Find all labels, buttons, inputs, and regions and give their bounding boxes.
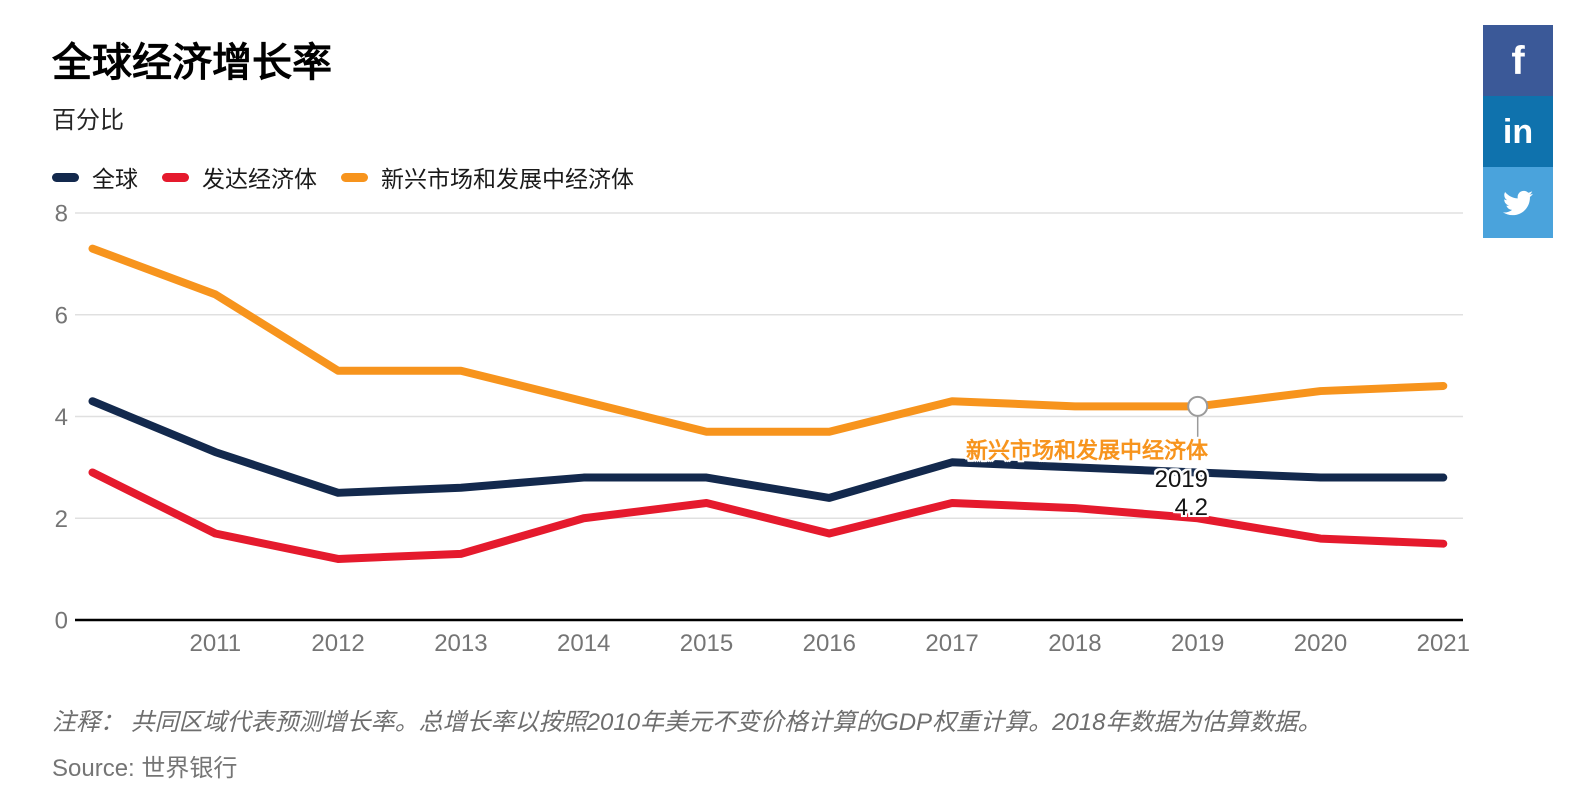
x-axis-tick-label: 2017 — [925, 630, 978, 657]
y-axis-tick-label: 0 — [55, 608, 68, 635]
facebook-icon: f — [1511, 38, 1525, 83]
tooltip-year: 2019 — [1154, 466, 1208, 493]
y-axis-tick-label: 8 — [55, 201, 68, 228]
series-line-全球 — [88, 397, 1448, 502]
legend-label-advanced: 发达经济体 — [202, 166, 317, 192]
linkedin-share-button[interactable]: in — [1483, 96, 1553, 167]
tooltip-value: 4.2 — [1174, 494, 1208, 521]
chart-source: Source: 世界银行 — [52, 755, 238, 782]
twitter-icon — [1503, 190, 1533, 215]
linkedin-icon: in — [1502, 112, 1534, 151]
y-axis-tick-label: 2 — [55, 506, 68, 533]
x-axis-tick-label: 2014 — [557, 630, 610, 657]
page-title: 全球经济增长率 — [52, 41, 332, 85]
x-axis-tick-label: 2021 — [1417, 630, 1470, 657]
y-axis-tick-label: 6 — [55, 302, 68, 329]
x-axis-tick-label: 2011 — [189, 630, 241, 657]
x-axis-tick-label: 2019 — [1171, 630, 1224, 657]
legend-label-global: 全球 — [92, 166, 138, 192]
x-axis-tick-label: 2016 — [803, 630, 856, 657]
twitter-share-button[interactable] — [1483, 167, 1553, 238]
x-axis-tick-label: 2013 — [434, 630, 487, 657]
facebook-share-button[interactable]: f — [1483, 25, 1553, 96]
legend-item-advanced: 发达经济体 — [162, 160, 317, 194]
y-axis-tick-label: 4 — [55, 404, 68, 431]
legend-item-emde: 新兴市场和发展中经济体 — [341, 160, 634, 194]
x-axis-tick-label: 2018 — [1048, 630, 1101, 657]
x-axis-tick-label: 2015 — [680, 630, 733, 657]
tooltip-series-label: 新兴市场和发展中经济体 — [965, 438, 1208, 463]
hover-tooltip: 新兴市场和发展中经济体 2019 4.2 — [966, 440, 1208, 520]
legend-swatch-advanced — [162, 172, 189, 182]
series-line-新兴市场和发展中经济体 — [88, 244, 1448, 436]
legend-swatch-emde — [341, 172, 368, 182]
x-axis-tick-label: 2012 — [311, 630, 364, 657]
chart-legend: 全球 发达经济体 新兴市场和发展中经济体 — [52, 160, 634, 194]
series-line-发达经济体 — [88, 468, 1448, 563]
x-axis-tick-label: 2020 — [1294, 630, 1347, 657]
legend-label-emde: 新兴市场和发展中经济体 — [381, 166, 634, 192]
social-share-bar: f in — [1483, 25, 1553, 238]
legend-swatch-global — [52, 172, 79, 182]
hover-marker — [1187, 395, 1209, 417]
chart-unit-label: 百分比 — [52, 107, 124, 134]
legend-item-global: 全球 — [52, 160, 138, 194]
chart-note: 注释： 共同区域代表预测增长率。总增长率以按照2010年美元不变价格计算的GDP… — [52, 709, 1322, 736]
